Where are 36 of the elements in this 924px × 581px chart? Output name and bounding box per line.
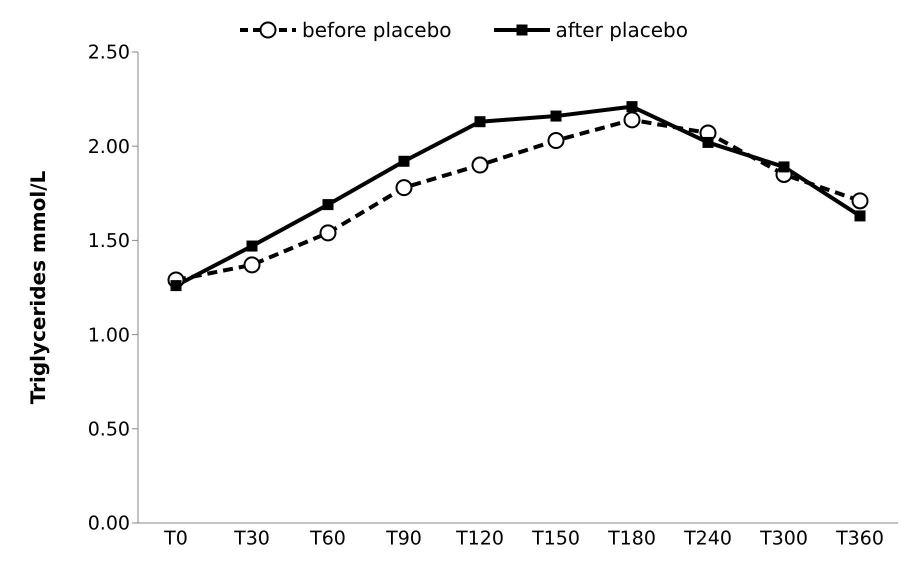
- point: [854, 210, 866, 222]
- point: [624, 111, 640, 128]
- x-tick-label: T120: [455, 527, 504, 550]
- point: [474, 116, 486, 128]
- x-tick-label: T180: [607, 527, 656, 550]
- point: [170, 280, 182, 292]
- point: [320, 224, 336, 242]
- x-tick-label: T0: [163, 527, 188, 550]
- y-tick-label: 2.00: [88, 136, 130, 158]
- point: [778, 161, 790, 172]
- point: [548, 132, 564, 150]
- x-tick-label: T240: [683, 527, 732, 550]
- y-tick-label: 2.50: [88, 42, 130, 64]
- point: [472, 156, 488, 174]
- x-tick-label: T60: [309, 527, 346, 550]
- point: [322, 199, 334, 210]
- x-tick-label: T150: [531, 527, 580, 550]
- y-tick-label: 1.50: [88, 230, 130, 252]
- point: [398, 156, 410, 167]
- x-tick-label: T30: [233, 527, 270, 550]
- point: [550, 110, 562, 122]
- x-tick-label: T300: [759, 527, 808, 550]
- x-tick-label: T90: [385, 527, 422, 550]
- y-axis-title: Triglycerides mmol/L: [26, 170, 50, 404]
- point: [702, 136, 714, 148]
- y-tick-label: 0.00: [88, 512, 130, 535]
- point: [246, 240, 258, 252]
- point: [244, 256, 260, 274]
- legend-label: before placebo: [302, 18, 452, 42]
- point: [626, 101, 638, 112]
- y-tick-label: 1.00: [88, 324, 130, 346]
- point: [396, 179, 412, 196]
- x-tick-label: T360: [835, 527, 884, 550]
- point: [852, 192, 868, 210]
- legend-label: after placebo: [556, 18, 688, 42]
- y-tick-label: 0.50: [88, 418, 130, 441]
